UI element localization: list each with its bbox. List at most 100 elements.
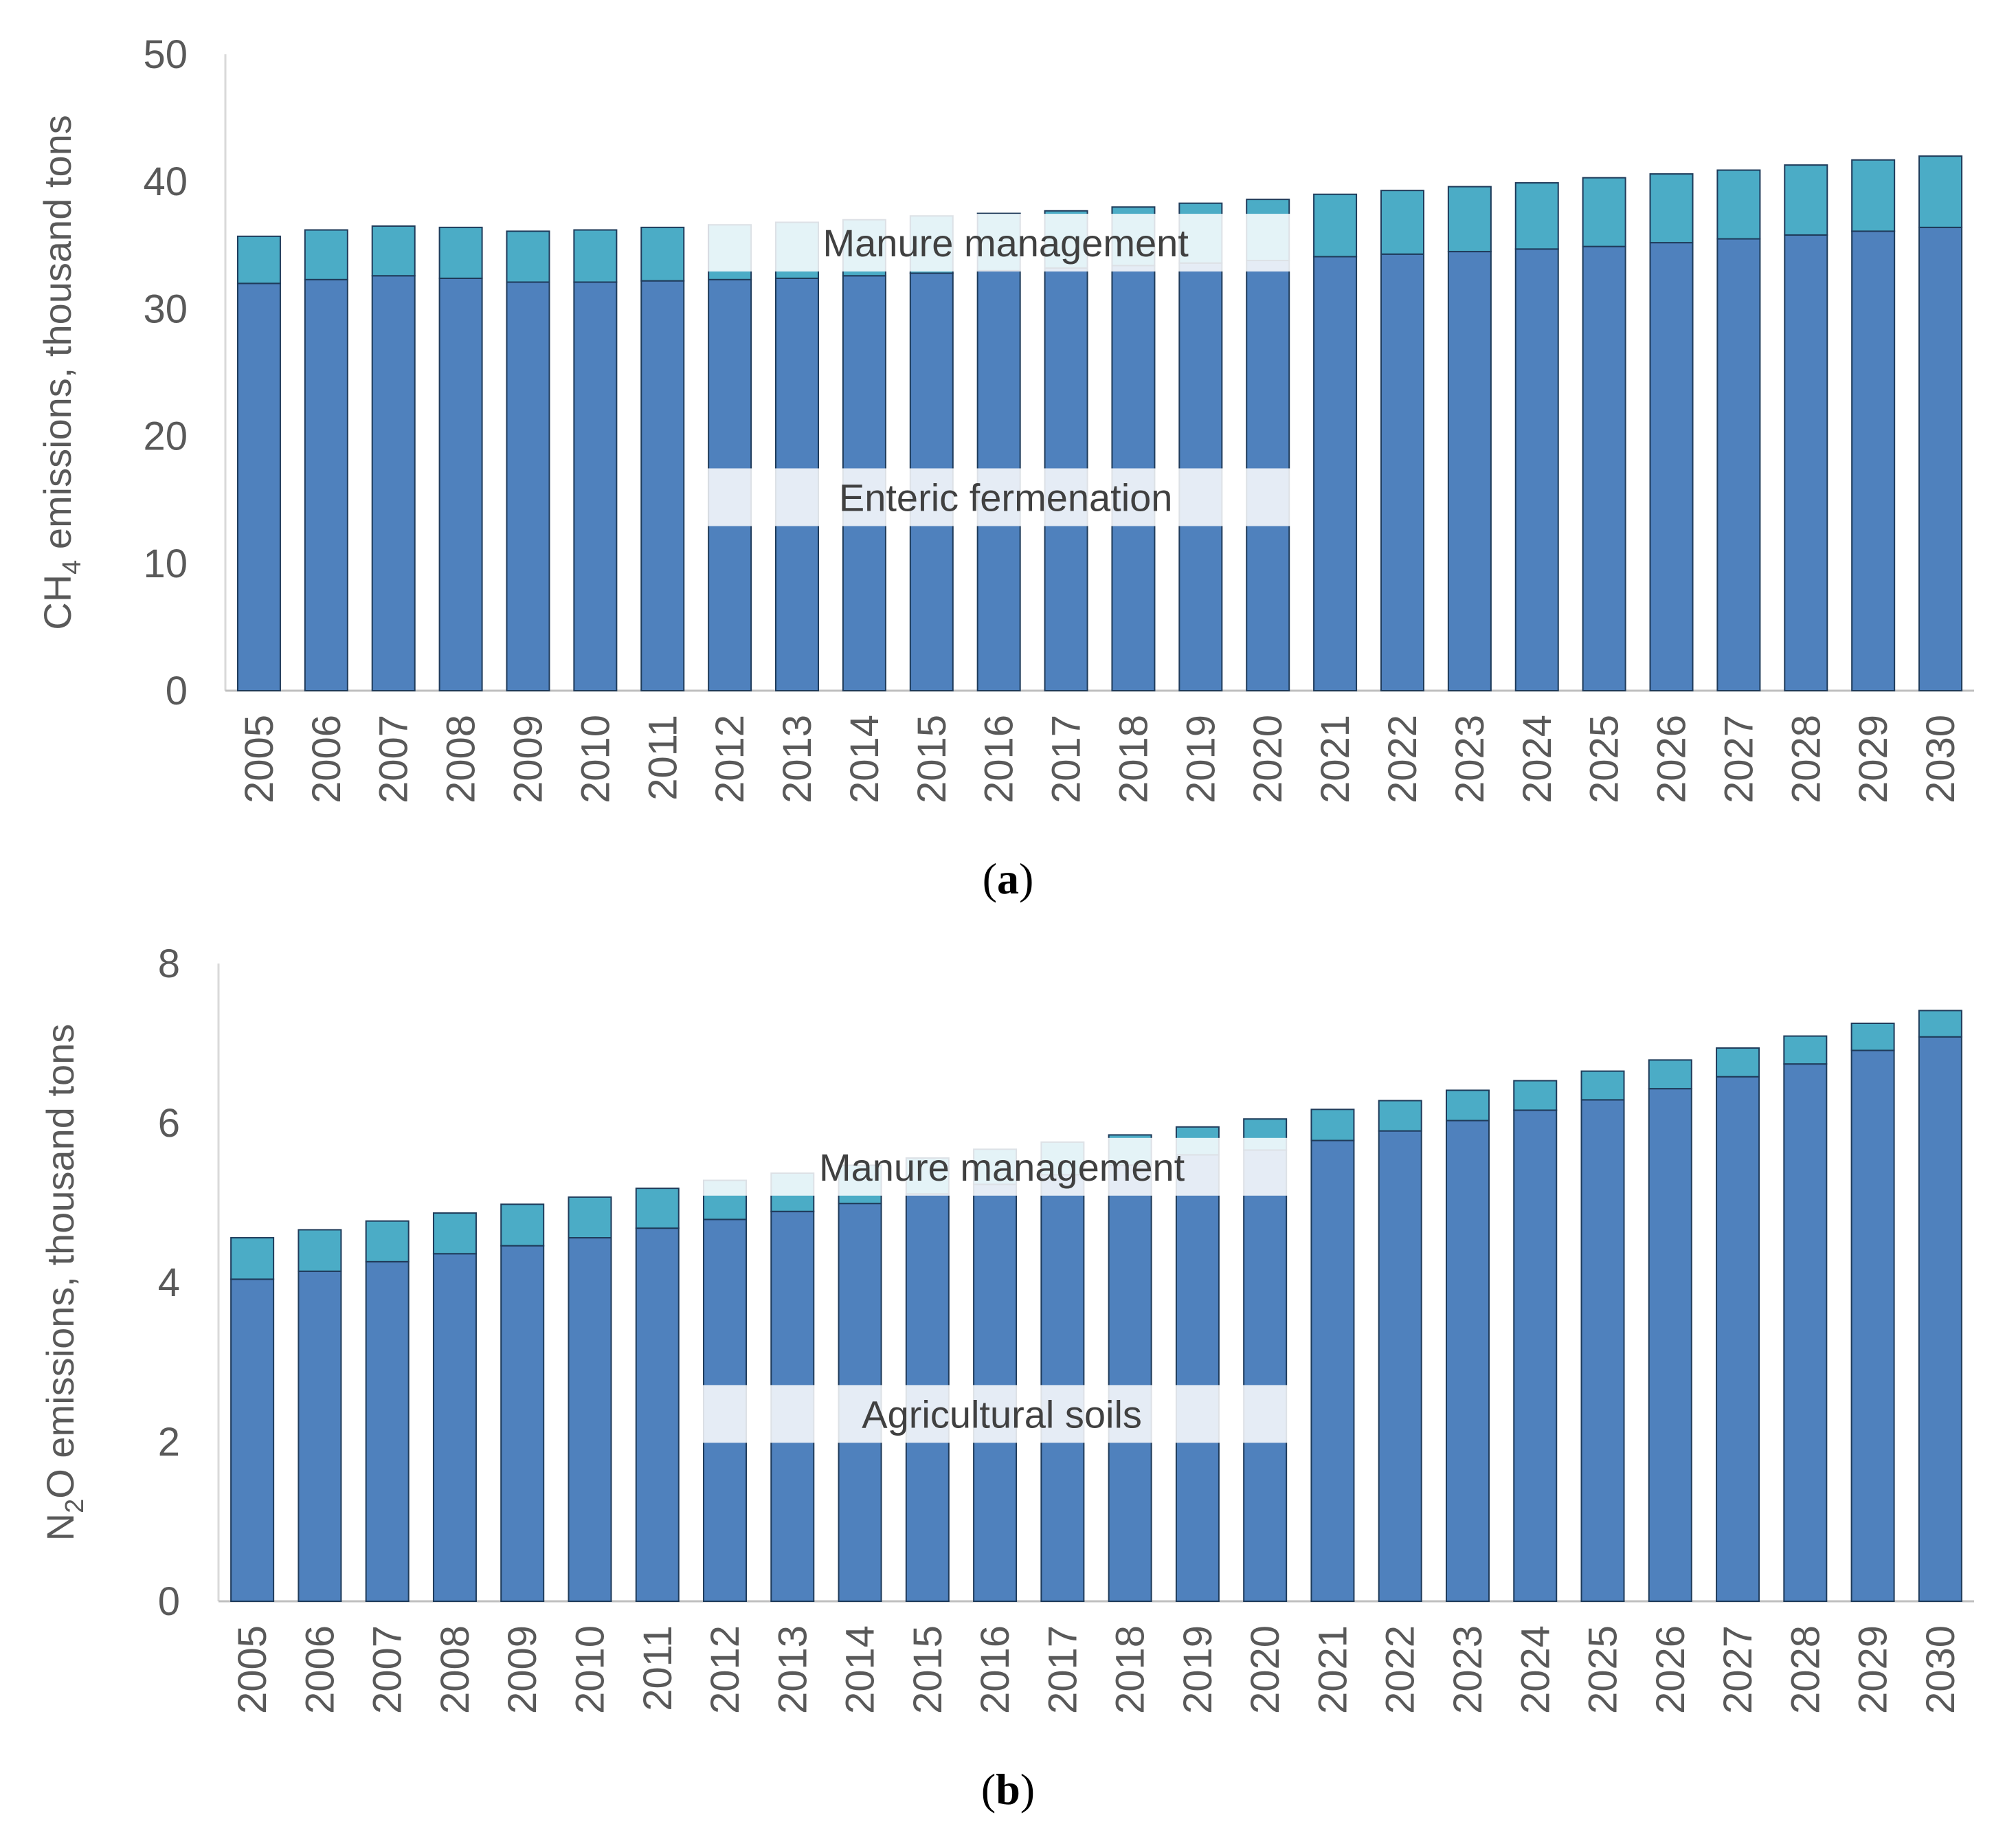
x-tick-label: 2011 xyxy=(640,715,685,801)
bar-segment-top xyxy=(1784,164,1828,236)
bar-segment-top xyxy=(1580,1070,1625,1101)
x-tick-label: 2029 xyxy=(1851,1625,1896,1714)
bar-segment-base xyxy=(1447,251,1492,691)
bar-segment-base xyxy=(365,1260,410,1602)
bar-segment-base xyxy=(1716,1076,1760,1602)
x-tick-label: 2027 xyxy=(1716,715,1761,803)
x-tick-label: 2019 xyxy=(1176,1625,1220,1714)
y-tick-label: 50 xyxy=(143,32,188,77)
bar-segment-top xyxy=(1716,1047,1760,1078)
y-tick-label: 10 xyxy=(143,542,188,586)
bar-segment-top xyxy=(1648,1059,1692,1090)
bar-segment-base xyxy=(1918,226,1963,691)
x-tick-label: 2027 xyxy=(1716,1625,1760,1714)
bar-segment-base xyxy=(1313,256,1358,691)
x-tick-label: 2007 xyxy=(366,1625,410,1714)
bar-segment-base xyxy=(304,278,348,691)
x-tick-label: 2028 xyxy=(1784,715,1828,803)
x-tick-label: 2021 xyxy=(1313,715,1358,803)
x-tick-label: 2016 xyxy=(977,715,1022,803)
bar-segment-top xyxy=(438,226,483,279)
x-tick-label: 2008 xyxy=(439,715,484,803)
x-tick-label: 2015 xyxy=(906,1625,950,1714)
bar-segment-base xyxy=(1918,1036,1962,1602)
bar-segment-base xyxy=(1310,1139,1355,1602)
annotation-label: Enteric fermenation xyxy=(839,476,1173,519)
annotation-label: Agricultural soils xyxy=(862,1392,1142,1436)
bar-segment-top xyxy=(1380,190,1424,255)
bar-segment-base xyxy=(298,1270,342,1602)
x-tick-label: 2018 xyxy=(1111,715,1156,803)
bar-segment-top xyxy=(1514,182,1559,250)
bar-segment-base xyxy=(1850,1049,1895,1602)
bar-segment-base xyxy=(1851,230,1896,692)
bar-segment-base xyxy=(635,1227,680,1602)
x-tick-label: 2006 xyxy=(298,1625,342,1714)
x-tick-label: 2017 xyxy=(1040,1625,1085,1714)
bar-segment-base xyxy=(1108,1164,1152,1602)
bar-segment-base xyxy=(1513,1109,1558,1602)
bar-segment-base xyxy=(1243,1149,1288,1602)
x-tick-label: 2024 xyxy=(1513,1625,1558,1714)
annotation-label: Manure management xyxy=(819,1146,1185,1189)
bar-segment-top xyxy=(1649,173,1694,244)
y-tick-label: 40 xyxy=(143,159,188,204)
bar-segment-base xyxy=(1582,245,1626,692)
x-tick-label: 2020 xyxy=(1246,715,1290,803)
bar-segment-base xyxy=(1380,253,1424,692)
bar-segment-base xyxy=(371,275,416,691)
x-tick-label: 2020 xyxy=(1243,1625,1288,1714)
bar-segment-top xyxy=(1850,1023,1895,1051)
bar-segment-top xyxy=(506,230,550,283)
x-tick-label: 2011 xyxy=(636,1625,680,1711)
bar-segment-base xyxy=(500,1245,545,1602)
x-tick-label: 2007 xyxy=(372,715,416,803)
x-tick-label: 2009 xyxy=(506,715,550,803)
annotation-box xyxy=(708,468,1304,526)
y-tick-label: 6 xyxy=(158,1101,180,1146)
bar-segment-top xyxy=(230,1237,275,1280)
x-tick-label: 2030 xyxy=(1918,1625,1963,1714)
x-tick-label: 2009 xyxy=(500,1625,545,1714)
x-tick-label: 2026 xyxy=(1648,1625,1693,1714)
bar-segment-base xyxy=(236,282,281,691)
x-tick-label: 2010 xyxy=(568,1625,612,1714)
x-tick-label: 2013 xyxy=(770,1625,815,1714)
x-tick-label: 2023 xyxy=(1448,715,1492,803)
bar-segment-top xyxy=(236,235,281,285)
x-tick-label: 2017 xyxy=(1044,715,1089,803)
bar-segment-base xyxy=(640,280,685,691)
x-tick-label: 2030 xyxy=(1918,715,1963,803)
bar-segment-top xyxy=(1851,159,1896,232)
bar-segment-top xyxy=(1716,169,1761,240)
bar-segment-top xyxy=(298,1229,342,1272)
annotation-box xyxy=(703,1385,1301,1443)
annotation-label: Manure management xyxy=(823,221,1189,265)
bar-segment-top xyxy=(371,225,416,277)
x-tick-label: 2025 xyxy=(1581,1625,1626,1714)
x-tick-label: 2019 xyxy=(1178,715,1223,803)
x-tick-label: 2021 xyxy=(1310,1625,1355,1714)
bar-segment-top xyxy=(568,1196,612,1239)
bar-segment-top xyxy=(1310,1109,1355,1142)
bar-segment-top xyxy=(1783,1035,1828,1065)
bar-segment-base xyxy=(1175,1154,1220,1602)
y-tick-label: 20 xyxy=(143,414,188,459)
x-tick-label: 2029 xyxy=(1851,715,1896,803)
x-tick-label: 2022 xyxy=(1378,1625,1423,1714)
x-tick-label: 2012 xyxy=(703,1625,748,1714)
x-tick-label: 2005 xyxy=(237,715,282,803)
x-tick-label: 2023 xyxy=(1446,1625,1490,1714)
y-axis-title: N2O emissions, thousand tons xyxy=(38,1024,89,1541)
bar-segment-base xyxy=(1783,1063,1828,1603)
x-tick-label: 2014 xyxy=(842,715,887,803)
x-tick-label: 2015 xyxy=(910,715,954,803)
bar-segment-base xyxy=(1445,1120,1490,1602)
bar-segment-top xyxy=(1918,155,1963,228)
x-tick-label: 2016 xyxy=(973,1625,1018,1714)
x-tick-label: 2012 xyxy=(708,715,752,803)
x-tick-label: 2018 xyxy=(1108,1625,1153,1714)
y-tick-label: 0 xyxy=(158,1579,180,1624)
